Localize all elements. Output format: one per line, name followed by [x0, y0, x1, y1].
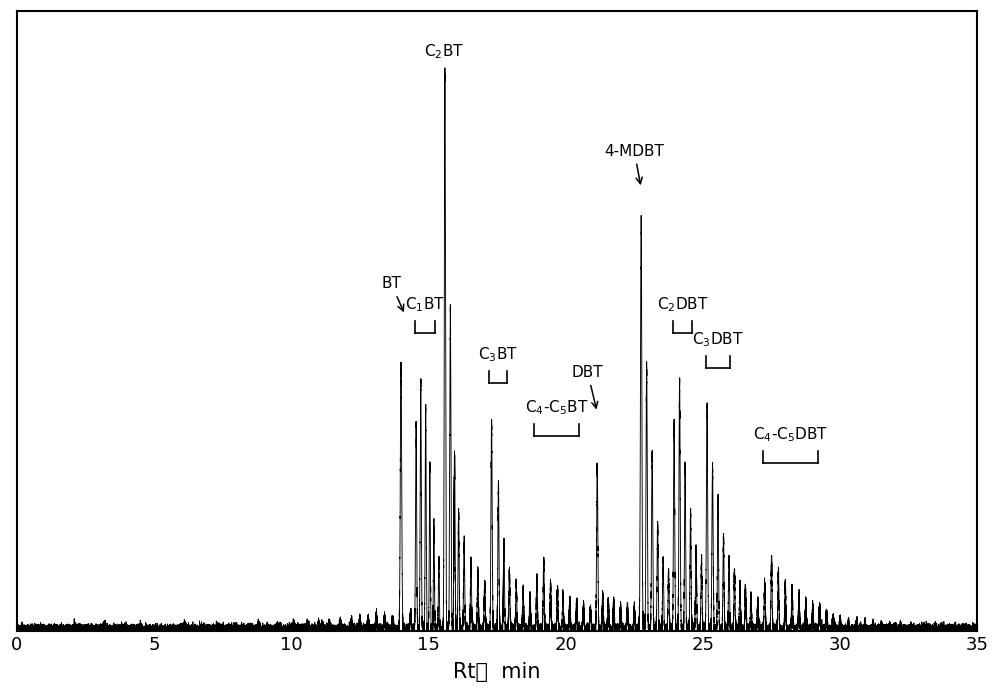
X-axis label: Rt，  min: Rt， min	[453, 662, 541, 682]
Text: C$_4$-C$_5$DBT: C$_4$-C$_5$DBT	[753, 425, 828, 444]
Text: C$_1$BT: C$_1$BT	[405, 295, 445, 314]
Text: C$_3$DBT: C$_3$DBT	[692, 331, 744, 349]
Text: C$_3$BT: C$_3$BT	[478, 345, 518, 364]
Text: 4-MDBT: 4-MDBT	[604, 143, 664, 184]
Text: C$_4$-C$_5$BT: C$_4$-C$_5$BT	[525, 398, 588, 417]
Text: DBT: DBT	[572, 365, 603, 408]
Text: C$_2$DBT: C$_2$DBT	[657, 295, 708, 314]
Text: BT: BT	[381, 277, 404, 311]
Text: C$_2$BT: C$_2$BT	[424, 42, 464, 61]
